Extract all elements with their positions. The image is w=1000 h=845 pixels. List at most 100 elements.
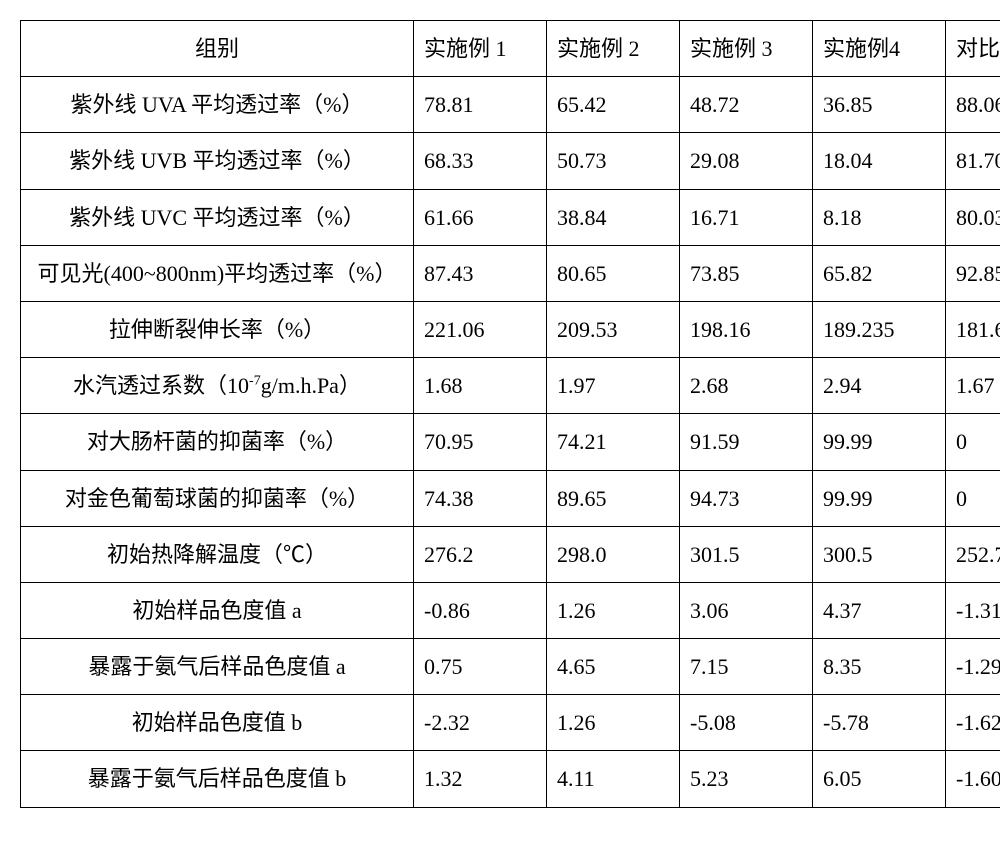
header-row: 组别 实施例 1 实施例 2 实施例 3 实施例4 对比例: [21, 21, 1000, 77]
cell-value: 36.85: [813, 77, 946, 133]
table-row: 对大肠杆菌的抑菌率（%）70.9574.2191.5999.990: [21, 414, 1000, 470]
table-row: 初始样品色度值 b-2.321.26-5.08-5.78-1.62: [21, 695, 1000, 751]
cell-value: -1.62: [946, 695, 1000, 751]
table-row: 可见光(400~800nm)平均透过率（%）87.4380.6573.8565.…: [21, 245, 1000, 301]
cell-value: -0.86: [414, 582, 547, 638]
table-row: 对金色葡萄球菌的抑菌率（%）74.3889.6594.7399.990: [21, 470, 1000, 526]
table-row: 紫外线 UVB 平均透过率（%）68.3350.7329.0818.0481.7…: [21, 133, 1000, 189]
row-label: 初始样品色度值 b: [21, 695, 414, 751]
cell-value: -1.29: [946, 639, 1000, 695]
header-col-2: 实施例 2: [547, 21, 680, 77]
cell-value: 61.66: [414, 189, 547, 245]
cell-value: 1.32: [414, 751, 547, 807]
cell-value: 7.15: [680, 639, 813, 695]
row-label: 暴露于氨气后样品色度值 a: [21, 639, 414, 695]
cell-value: -5.78: [813, 695, 946, 751]
row-label: 水汽透过系数（10-7g/m.h.Pa）: [21, 358, 414, 414]
table-row: 紫外线 UVC 平均透过率（%）61.6638.8416.718.1880.03: [21, 189, 1000, 245]
cell-value: 73.85: [680, 245, 813, 301]
cell-value: 4.65: [547, 639, 680, 695]
cell-value: -1.31: [946, 582, 1000, 638]
cell-value: 70.95: [414, 414, 547, 470]
header-col-5: 对比例: [946, 21, 1000, 77]
table-row: 暴露于氨气后样品色度值 b1.324.115.236.05-1.60: [21, 751, 1000, 807]
cell-value: 38.84: [547, 189, 680, 245]
table-body: 紫外线 UVA 平均透过率（%）78.8165.4248.7236.8588.0…: [21, 77, 1000, 807]
cell-value: 65.82: [813, 245, 946, 301]
cell-value: 0: [946, 470, 1000, 526]
cell-value: -1.60: [946, 751, 1000, 807]
cell-value: 4.37: [813, 582, 946, 638]
cell-value: 29.08: [680, 133, 813, 189]
table-row: 初始样品色度值 a-0.861.263.064.37-1.31: [21, 582, 1000, 638]
header-label: 组别: [21, 21, 414, 77]
row-label: 初始样品色度值 a: [21, 582, 414, 638]
row-label: 可见光(400~800nm)平均透过率（%）: [21, 245, 414, 301]
cell-value: 91.59: [680, 414, 813, 470]
cell-value: 0.75: [414, 639, 547, 695]
cell-value: 74.21: [547, 414, 680, 470]
cell-value: 18.04: [813, 133, 946, 189]
cell-value: 50.73: [547, 133, 680, 189]
cell-value: 276.2: [414, 526, 547, 582]
cell-value: 300.5: [813, 526, 946, 582]
cell-value: 89.65: [547, 470, 680, 526]
cell-value: 74.38: [414, 470, 547, 526]
cell-value: 252.7: [946, 526, 1000, 582]
cell-value: 81.70: [946, 133, 1000, 189]
table-row: 初始热降解温度（℃）276.2298.0301.5300.5252.7: [21, 526, 1000, 582]
cell-value: 94.73: [680, 470, 813, 526]
cell-value: 80.65: [547, 245, 680, 301]
table-row: 水汽透过系数（10-7g/m.h.Pa）1.681.972.682.941.67: [21, 358, 1000, 414]
cell-value: 80.03: [946, 189, 1000, 245]
data-table: 组别 实施例 1 实施例 2 实施例 3 实施例4 对比例 紫外线 UVA 平均…: [20, 20, 1000, 808]
cell-value: 301.5: [680, 526, 813, 582]
cell-value: 181.64: [946, 301, 1000, 357]
table-row: 拉伸断裂伸长率（%）221.06209.53198.16189.235181.6…: [21, 301, 1000, 357]
header-col-1: 实施例 1: [414, 21, 547, 77]
cell-value: -5.08: [680, 695, 813, 751]
cell-value: 1.97: [547, 358, 680, 414]
cell-value: 3.06: [680, 582, 813, 638]
cell-value: 6.05: [813, 751, 946, 807]
cell-value: 189.235: [813, 301, 946, 357]
table-row: 暴露于氨气后样品色度值 a0.754.657.158.35-1.29: [21, 639, 1000, 695]
cell-value: 4.11: [547, 751, 680, 807]
cell-value: 88.06: [946, 77, 1000, 133]
row-label: 对大肠杆菌的抑菌率（%）: [21, 414, 414, 470]
cell-value: 209.53: [547, 301, 680, 357]
cell-value: 99.99: [813, 470, 946, 526]
cell-value: 65.42: [547, 77, 680, 133]
cell-value: 92.85: [946, 245, 1000, 301]
row-label: 紫外线 UVC 平均透过率（%）: [21, 189, 414, 245]
header-col-4: 实施例4: [813, 21, 946, 77]
cell-value: 298.0: [547, 526, 680, 582]
row-label: 拉伸断裂伸长率（%）: [21, 301, 414, 357]
header-col-3: 实施例 3: [680, 21, 813, 77]
row-label: 对金色葡萄球菌的抑菌率（%）: [21, 470, 414, 526]
cell-value: 221.06: [414, 301, 547, 357]
cell-value: 48.72: [680, 77, 813, 133]
cell-value: 2.68: [680, 358, 813, 414]
table-row: 紫外线 UVA 平均透过率（%）78.8165.4248.7236.8588.0…: [21, 77, 1000, 133]
cell-value: 16.71: [680, 189, 813, 245]
row-label: 紫外线 UVB 平均透过率（%）: [21, 133, 414, 189]
cell-value: 1.26: [547, 582, 680, 638]
cell-value: 78.81: [414, 77, 547, 133]
cell-value: 0: [946, 414, 1000, 470]
cell-value: -2.32: [414, 695, 547, 751]
cell-value: 1.26: [547, 695, 680, 751]
cell-value: 1.67: [946, 358, 1000, 414]
cell-value: 5.23: [680, 751, 813, 807]
cell-value: 8.35: [813, 639, 946, 695]
cell-value: 198.16: [680, 301, 813, 357]
row-label: 紫外线 UVA 平均透过率（%）: [21, 77, 414, 133]
cell-value: 87.43: [414, 245, 547, 301]
row-label: 暴露于氨气后样品色度值 b: [21, 751, 414, 807]
cell-value: 2.94: [813, 358, 946, 414]
row-label: 初始热降解温度（℃）: [21, 526, 414, 582]
cell-value: 99.99: [813, 414, 946, 470]
cell-value: 1.68: [414, 358, 547, 414]
cell-value: 68.33: [414, 133, 547, 189]
cell-value: 8.18: [813, 189, 946, 245]
